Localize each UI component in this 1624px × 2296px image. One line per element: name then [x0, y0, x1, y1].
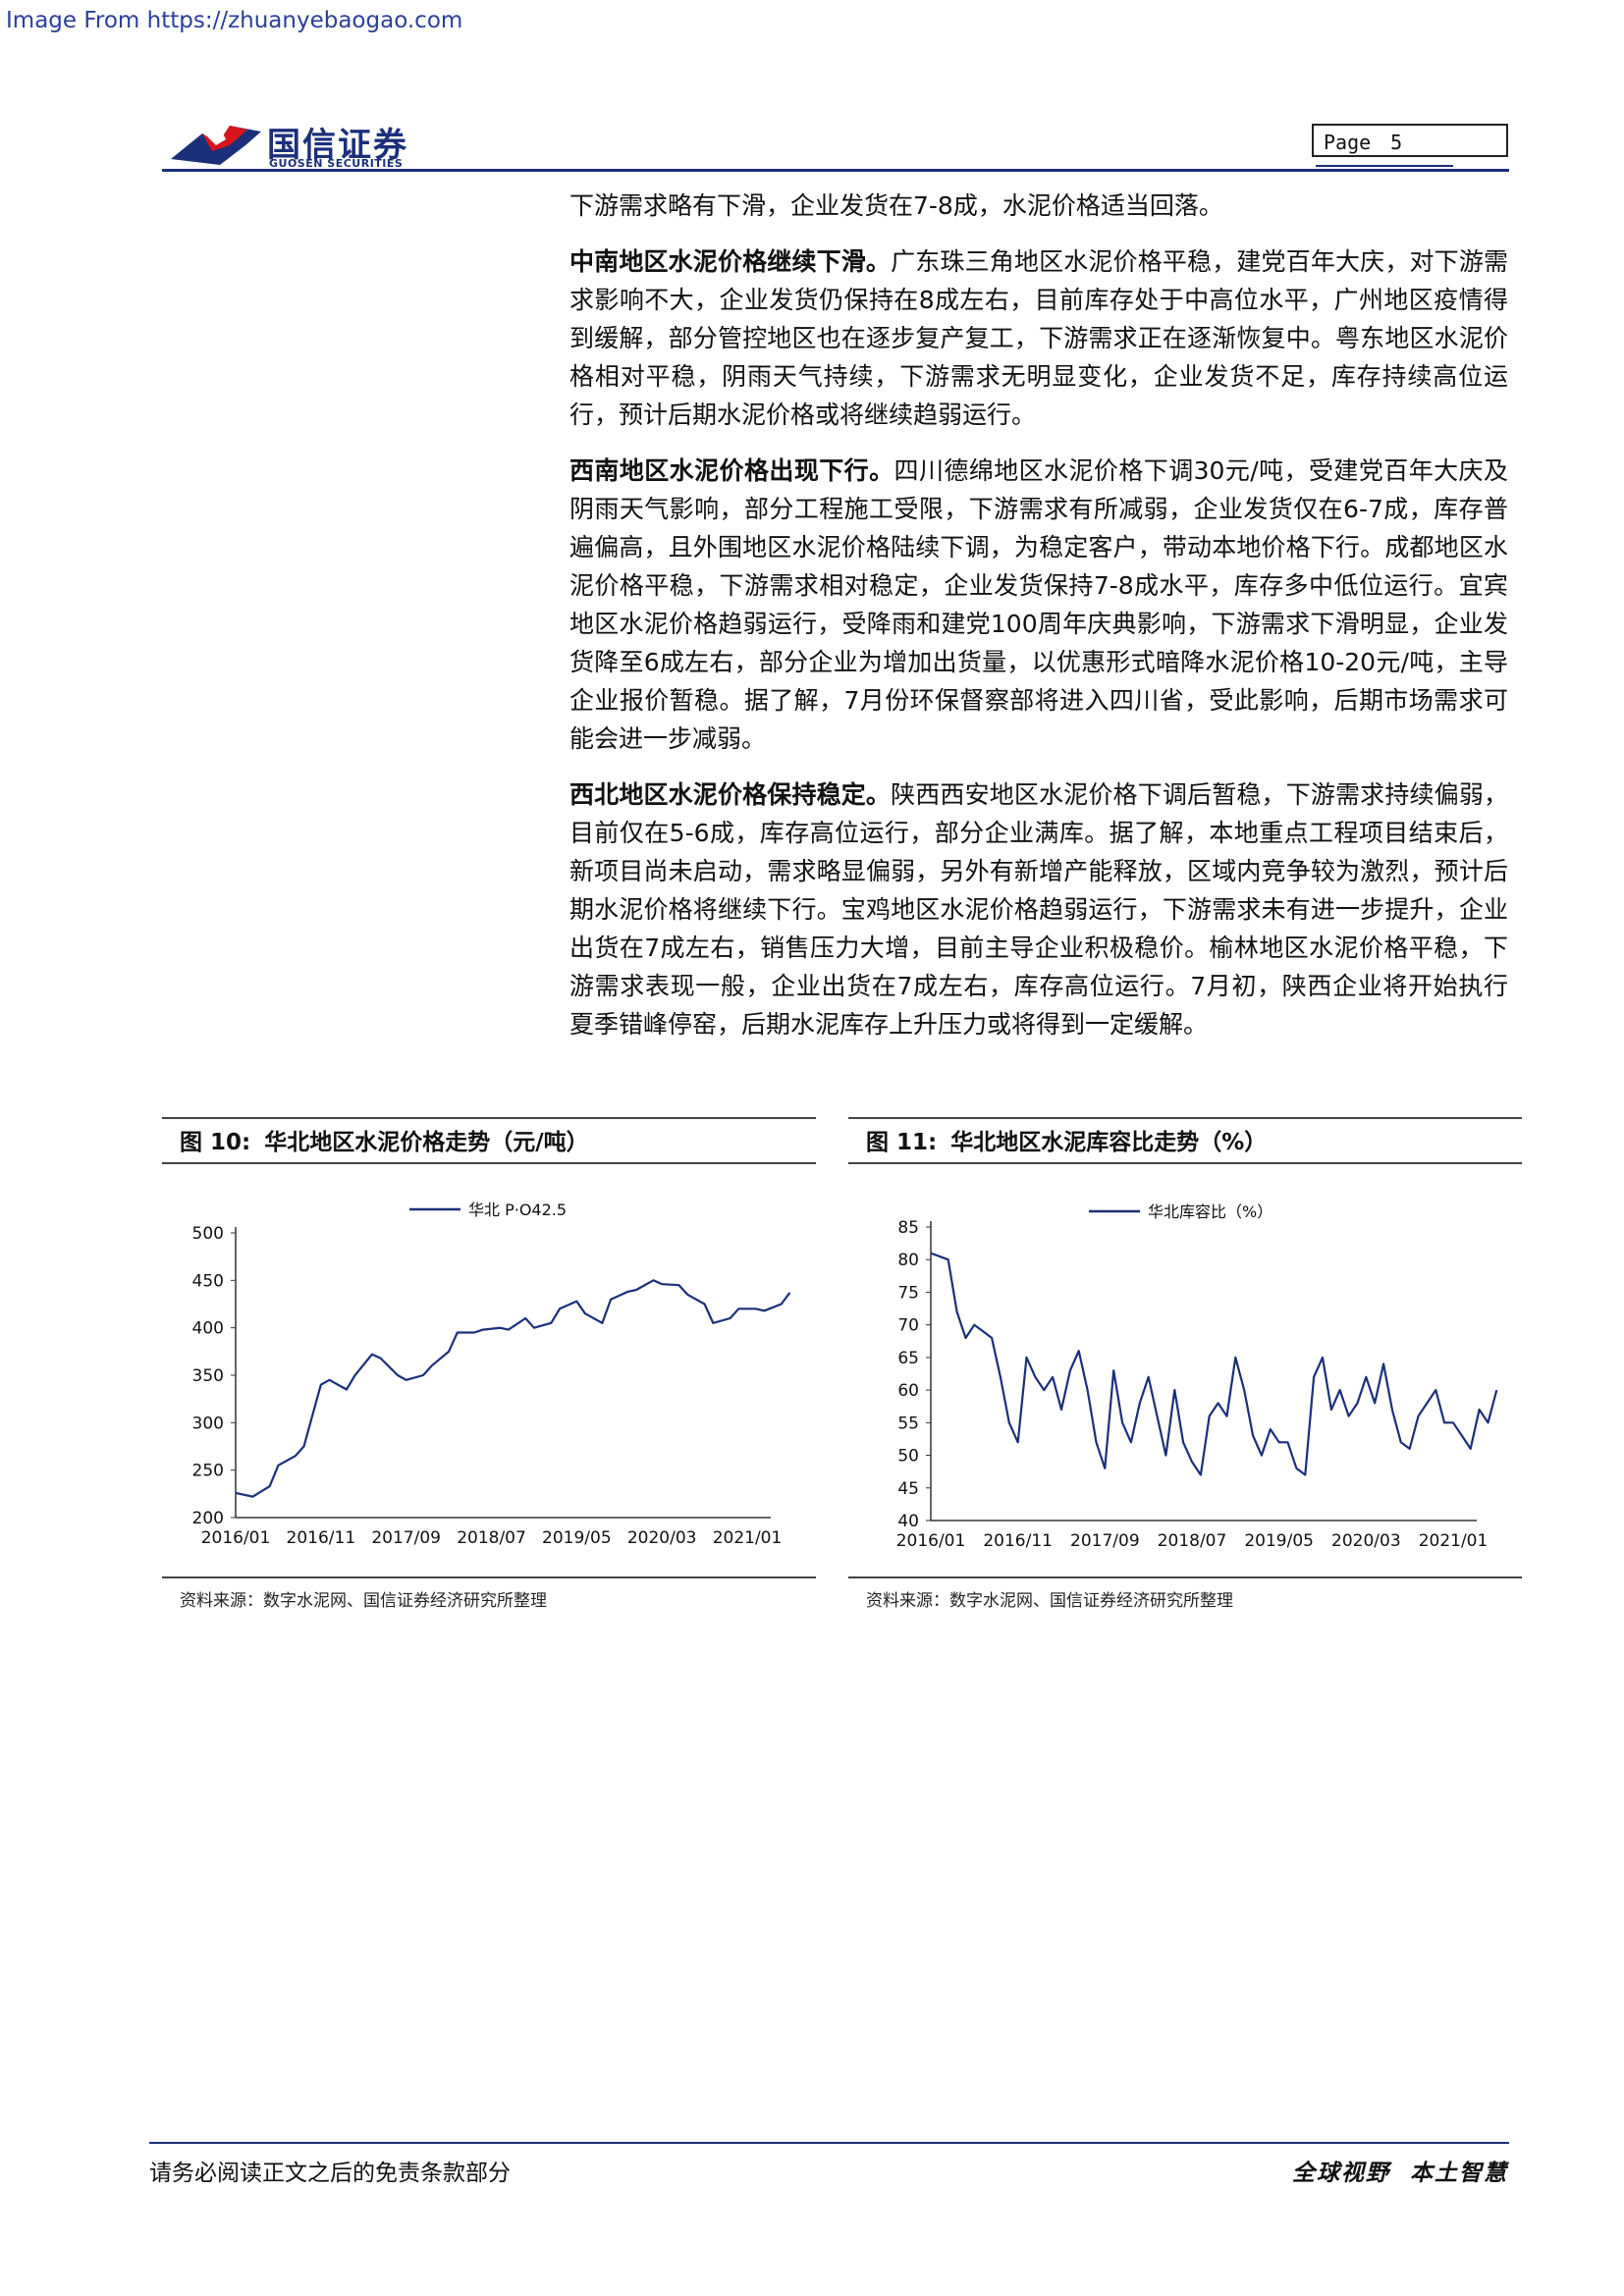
slogan-part-2: 本土智慧 [1410, 2161, 1508, 2186]
figure-title: 图 10: 华北地区水泥价格走势（元/吨） [162, 1117, 816, 1164]
paragraph-lead: 西北地区水泥价格保持稳定。 [569, 780, 892, 809]
figure-source: 资料来源：数字水泥网、国信证券经济研究所整理 [162, 1576, 816, 1616]
paragraph-intro: 下游需求略有下滑，企业发货在7-8成，水泥价格适当回落。 [569, 187, 1508, 225]
y-tick-label: 75 [897, 1283, 919, 1303]
y-tick-label: 400 [192, 1319, 224, 1339]
y-tick-label: 200 [192, 1509, 224, 1528]
y-tick-label: 250 [192, 1462, 224, 1481]
x-tick-label: 2020/03 [627, 1528, 697, 1548]
slogan-part-1: 全球视野 [1292, 2161, 1390, 2186]
price-chart-area: 200 250 300 350 400 450 500 2016/01 2016/11 2017/… [162, 1164, 816, 1576]
x-tick-label: 2020/03 [1331, 1531, 1401, 1551]
figure-caption: 华北地区水泥价格走势（元/吨） [264, 1130, 589, 1155]
header-divider [162, 169, 1509, 172]
x-tick-label: 2021/01 [713, 1528, 783, 1548]
x-tick-label: 2016/11 [983, 1531, 1053, 1551]
paragraph-text: 陕西西安地区水泥价格下调后暂稳，下游需求持续偏弱，目前仅在5-6成，库存高位运行… [569, 780, 1508, 1039]
figure-tag: 图 11: [866, 1130, 938, 1155]
brand-name-cn: 国信证券 [267, 126, 408, 165]
paragraph-northwest: 西北地区水泥价格保持稳定。陕西西安地区水泥价格下调后暂稳，下游需求持续偏弱，目前… [569, 775, 1508, 1043]
disclaimer-note: 请务必阅读正文之后的免责条款部分 [149, 2161, 511, 2186]
figure-source: 资料来源：数字水泥网、国信证券经济研究所整理 [848, 1576, 1522, 1616]
inventory-ratio-chart: 40 45 50 55 60 65 70 75 80 85 2016/01 2016/11 2017/0… [896, 1202, 1498, 1551]
y-tick-label: 80 [897, 1251, 919, 1270]
paragraph-text: 下游需求略有下滑，企业发货在7-8成，水泥价格适当回落。 [569, 191, 1223, 220]
y-tick-label: 350 [192, 1366, 224, 1386]
y-tick-label: 500 [192, 1224, 224, 1244]
figure-title: 图 11: 华北地区水泥库容比走势（%） [848, 1117, 1522, 1164]
y-tick-label: 50 [897, 1447, 919, 1467]
page-number: 5 [1390, 131, 1403, 154]
y-tick-label: 45 [897, 1479, 919, 1499]
x-tick-label: 2016/01 [201, 1528, 271, 1548]
y-tick-label: 40 [897, 1512, 919, 1531]
figure-11: 图 11: 华北地区水泥库容比走势（%） 40 45 50 55 60 65 70 75 80 85… [848, 1117, 1522, 1616]
paragraph-central-south: 中南地区水泥价格继续下滑。广东珠三角地区水泥价格平稳，建党百年大庆，对下游需求影… [569, 242, 1508, 434]
y-tick-label: 70 [897, 1316, 919, 1336]
slogan: 全球视野 本土智慧 [1292, 2154, 1508, 2187]
y-tick-label: 60 [897, 1381, 919, 1401]
x-tick-label: 2017/09 [371, 1528, 441, 1548]
x-tick-label: 2019/05 [542, 1528, 612, 1548]
price-chart: 200 250 300 350 400 450 500 2016/01 2016/11 2017/… [192, 1201, 791, 1548]
figure-10: 图 10: 华北地区水泥价格走势（元/吨） 200 250 300 350 400 450 5… [162, 1117, 816, 1616]
legend-label: 华北 P·O42.5 [468, 1201, 567, 1219]
footer-divider [149, 2142, 1509, 2144]
figure-tag: 图 10: [180, 1130, 251, 1155]
page-label: Page [1324, 131, 1372, 154]
source-watermark[interactable]: Image From https://zhuanyebaogao.com [6, 8, 463, 33]
x-tick-label: 2021/01 [1419, 1531, 1489, 1551]
paragraph-text: 广东珠三角地区水泥价格平稳，建党百年大庆，对下游需求影响不大，企业发货仍保持在8… [569, 247, 1508, 429]
series-line [235, 1279, 791, 1498]
x-tick-label: 2017/09 [1070, 1531, 1140, 1551]
legend-label: 华北库容比（%） [1148, 1202, 1272, 1221]
x-tick-label: 2016/01 [896, 1531, 966, 1551]
series-line [930, 1252, 1498, 1476]
y-tick-label: 450 [192, 1271, 224, 1291]
paragraph-lead: 西南地区水泥价格出现下行。 [569, 456, 894, 485]
y-tick-label: 55 [897, 1414, 919, 1433]
report-body: 下游需求略有下滑，企业发货在7-8成，水泥价格适当回落。 中南地区水泥价格继续下… [569, 187, 1508, 1061]
x-tick-label: 2019/05 [1244, 1531, 1314, 1551]
y-tick-label: 85 [897, 1218, 919, 1238]
x-tick-label: 2018/07 [1158, 1531, 1227, 1551]
company-logo: 国信证券 GUOSEN SECURITIES [169, 116, 424, 171]
x-tick-label: 2016/11 [287, 1528, 356, 1548]
brand-name-en: GUOSEN SECURITIES [269, 157, 404, 170]
y-tick-label: 300 [192, 1414, 224, 1433]
figure-caption: 华北地区水泥库容比走势（%） [950, 1130, 1268, 1155]
page-indicator: Page 5 [1312, 124, 1508, 157]
x-tick-label: 2018/07 [457, 1528, 526, 1548]
inventory-chart-area: 40 45 50 55 60 65 70 75 80 85 2016/01 2016/11 2017/0… [848, 1164, 1522, 1576]
paragraph-text: 四川德绵地区水泥价格下调30元/吨，受建党百年大庆及阴雨天气影响，部分工程施工受… [569, 456, 1508, 753]
logo-emblem-icon [171, 126, 261, 165]
y-tick-label: 65 [897, 1349, 919, 1368]
paragraph-southwest: 西南地区水泥价格出现下行。四川德绵地区水泥价格下调30元/吨，受建党百年大庆及阴… [569, 452, 1508, 758]
header-accent-line [1316, 165, 1453, 167]
paragraph-lead: 中南地区水泥价格继续下滑。 [569, 247, 892, 276]
